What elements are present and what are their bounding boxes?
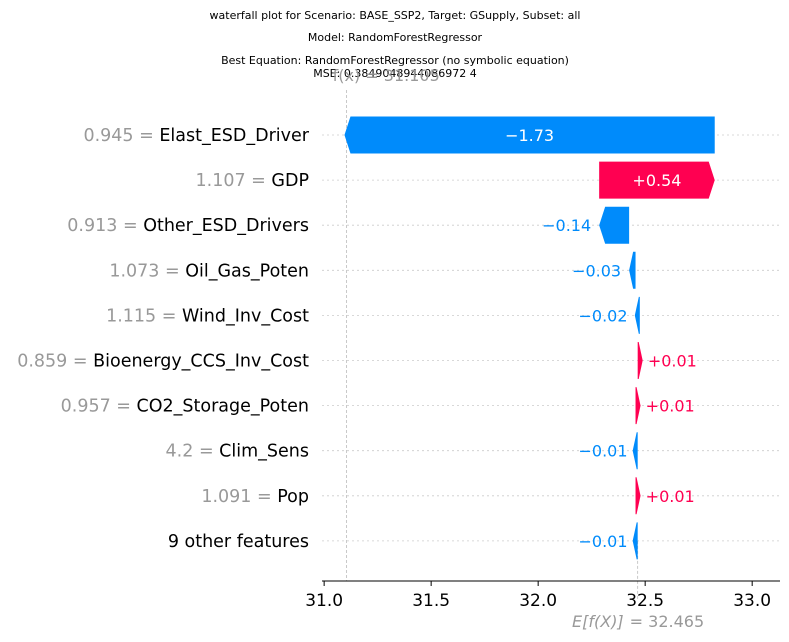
bar-value-label: +0.01 [646,487,695,506]
feature-label: 0.859 = Bioenergy_CCS_Inv_Cost [17,352,309,372]
bar [632,522,638,560]
feature-name: Other_ESD_Drivers [143,216,309,236]
feature-name: Oil_Gas_Poten [185,261,309,281]
feature-label: 1.115 = Wind_Inv_Cost [106,306,309,326]
title-line: Model: RandomForestRegressor [308,31,483,44]
bar [629,251,636,289]
chart-title-block: waterfall plot for Scenario: BASE_SSP2, … [210,9,581,80]
feature-value: 1.091 [201,487,251,507]
feature-label: 1.107 = GDP [196,171,310,191]
feature-label: 1.091 = Pop [201,487,309,507]
feature-value: 0.945 [83,126,133,146]
feature-label: 0.945 = Elast_ESD_Driver [83,126,309,146]
bar-value-label: −1.73 [505,126,554,145]
x-tick-label: 32.0 [519,591,557,611]
feature-value: 1.073 [109,261,159,281]
bar-value-label: −0.14 [542,216,591,235]
bar [635,477,641,515]
feature-value: 0.957 [61,397,111,417]
feature-name: Pop [277,487,309,507]
bars: −1.73 +0.54 −0.14 −0.03 −0.02 +0.01 +0.01 −0.01… [344,116,715,560]
feature-name: CO2_Storage_Poten [137,397,309,417]
bar [599,206,630,244]
efx-value: = 32.465 [630,612,704,631]
bar [632,432,638,470]
feature-label: 1.073 = Oil_Gas_Poten [109,261,309,281]
feature-label: 9 other features [168,532,309,552]
title-line: Best Equation: RandomForestRegressor (no… [221,54,569,67]
x-axis: 31.0 31.5 32.0 32.5 33.0 [305,580,780,611]
x-tick-label: 31.5 [412,591,450,611]
bar-value-label: −0.01 [579,532,628,551]
row-gridlines [322,134,780,542]
feature-label: 0.913 = Other_ESD_Drivers [67,216,309,236]
feature-name: GDP [271,171,309,191]
bar [637,342,643,379]
bar [635,387,641,425]
feature-value: 0.859 [17,352,67,372]
bar-value-label: −0.01 [579,442,628,461]
feature-value: 0.913 [67,216,117,236]
bar-value-label: +0.01 [646,397,695,416]
title-line: MSE: 0.3849048944086972 4 [313,67,477,80]
annotations: f(x) = 31.105 E[f(X)] = 32.465 [333,66,705,631]
bar-value-label: −0.02 [579,306,628,325]
bar-value-label: +0.54 [632,171,681,190]
feature-name: Clim_Sens [219,442,309,462]
reference-lines [346,90,639,600]
x-tick-label: 33.0 [733,591,771,611]
x-tick-label: 32.5 [626,591,664,611]
bar [634,296,640,334]
feature-name: Elast_ESD_Driver [159,126,309,146]
bar [344,116,715,154]
efx-label: E[f(X)] [572,612,624,631]
bar-value-label: +0.01 [648,352,697,371]
feature-value: 1.107 [196,171,246,191]
x-tick-label: 31.0 [305,591,343,611]
bar-value-label: −0.03 [572,261,621,280]
title-line: waterfall plot for Scenario: BASE_SSP2, … [210,9,581,22]
feature-labels: 0.945 = Elast_ESD_Driver 1.107 = GDP 0.913… [17,126,310,552]
bar [599,161,715,199]
feature-value: 4.2 [166,442,194,462]
feature-name: Bioenergy_CCS_Inv_Cost [93,352,309,372]
feature-label: 4.2 = Clim_Sens [166,442,309,462]
fx-label: f(x) = 31.105 [333,66,440,85]
feature-value: 1.115 [106,306,156,326]
feature-name: 9 other features [168,532,309,552]
feature-label: 0.957 = CO2_Storage_Poten [61,397,309,417]
feature-name: Wind_Inv_Cost [182,306,309,326]
